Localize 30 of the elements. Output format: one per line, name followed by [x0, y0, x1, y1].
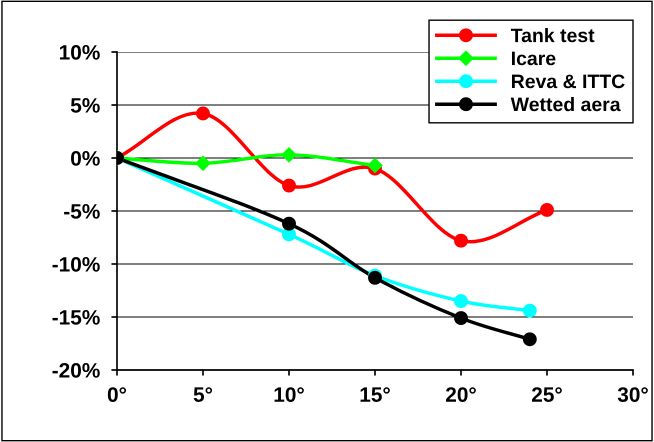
y-tick-label: -5% [64, 204, 100, 219]
point [282, 178, 296, 193]
y-tick-label: -20% [52, 363, 100, 378]
point [522, 332, 537, 346]
point [454, 311, 468, 326]
point [454, 294, 468, 308]
point [281, 147, 297, 162]
y-tick-label: 0% [71, 151, 100, 166]
x-tick-label: 30° [618, 387, 648, 402]
legend-label: Reva & ITTC [512, 74, 625, 88]
point [282, 216, 296, 231]
point [522, 304, 537, 318]
x-tick-label: 0° [108, 387, 126, 402]
x-tick-label: 15° [360, 387, 390, 402]
x-tick-label: 25° [532, 387, 562, 402]
x-tick-label: 10° [274, 387, 304, 402]
y-tick-label: -10% [52, 257, 100, 272]
y-tick-label: -15% [52, 310, 100, 325]
point [367, 158, 383, 173]
x-tick-label: 20° [446, 387, 476, 402]
y-tick-label: 5% [70, 98, 100, 113]
x-tick-label: 5° [194, 387, 212, 402]
point [196, 106, 210, 120]
y-tick-label: 10% [60, 45, 100, 60]
point [195, 156, 211, 171]
point [454, 234, 468, 248]
legend-label: Tank test [510, 28, 594, 42]
legend-label: Icare [512, 52, 556, 66]
legend-label: Wetted aera [510, 96, 621, 112]
point [540, 202, 554, 217]
